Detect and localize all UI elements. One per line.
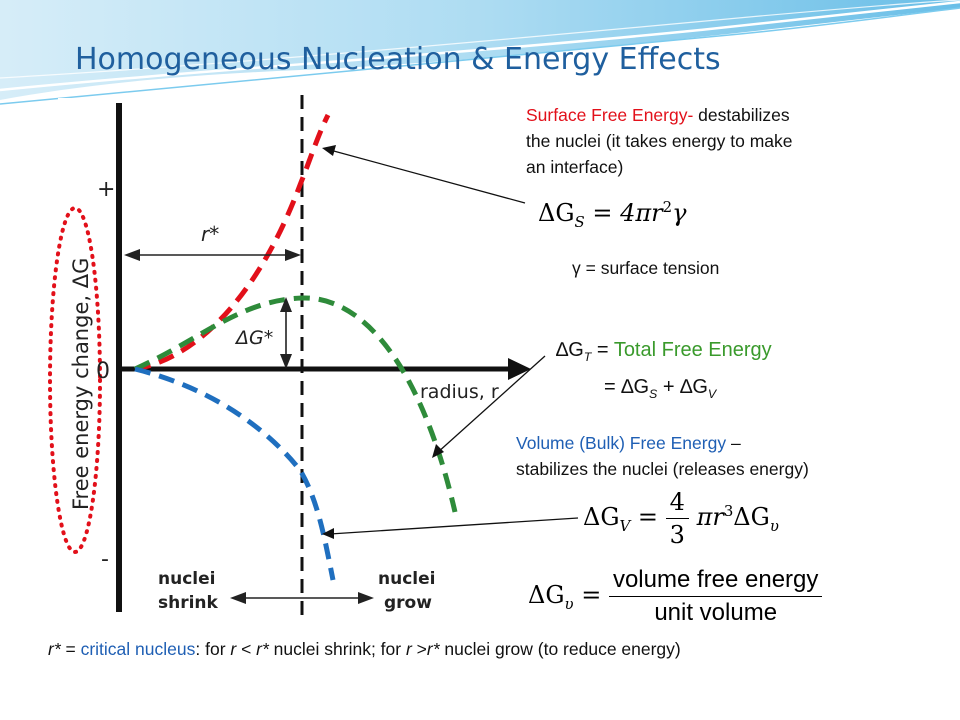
y-axis-label: Free energy change, ΔG (69, 258, 93, 510)
footer-critical-nucleus: r* = critical nucleus: for r < r* nuclei… (48, 639, 681, 659)
total-pointer-arrow (436, 355, 546, 454)
total-label: Total Free Energy (613, 339, 772, 361)
plus-sign: + (97, 177, 115, 202)
surface-pointer-arrow (329, 149, 526, 204)
grow-label-line2: grow (384, 593, 432, 613)
volume-label: Volume (Bulk) Free Energy (516, 433, 727, 453)
surface-equation: ΔGS = 4πr2γ (538, 198, 687, 231)
volume-definition-fraction: volume free energy unit volume (608, 566, 823, 627)
x-axis-label: radius, r (420, 381, 499, 403)
volume-energy-curve (134, 366, 336, 581)
total-energy-curve (133, 295, 458, 513)
minus-sign: - (101, 547, 109, 572)
delta-g-star-label: ΔG* (234, 327, 273, 349)
axis-label-highlight (48, 206, 102, 554)
zero-label: 0 (96, 359, 110, 384)
total-energy-text: ∆GT = Total Free Energy = ∆GS + ∆GV (556, 339, 772, 401)
shrink-label-line1: nuclei (158, 569, 215, 589)
volume-pointer-arrow (329, 517, 579, 535)
slide-title: Homogeneous Nucleation & Energy Effects (75, 42, 721, 77)
surface-line2: the nuclei (it takes energy to make (526, 131, 793, 151)
surface-line1-rest: destabilizes (693, 105, 790, 125)
surface-line3: an interface) (526, 157, 624, 177)
shrink-label-line2: shrink (158, 593, 219, 613)
volume-description: Volume (Bulk) Free Energy – stabilizes t… (516, 433, 809, 479)
surface-energy-curve (134, 113, 331, 372)
volume-definition: ΔGυ = volume free energy unit volume (528, 566, 823, 627)
critical-nucleus-term: critical nucleus (80, 639, 196, 659)
x-axis-arrowhead (508, 358, 531, 380)
surface-label: Surface Free Energy- (526, 105, 694, 125)
gamma-definition: γ = surface tension (572, 258, 720, 278)
grow-label-line1: nuclei (378, 569, 435, 589)
header-wave (0, 0, 960, 105)
r-star-label: r* (201, 222, 219, 246)
surface-description: Surface Free Energy- destabilizes the nu… (526, 102, 793, 180)
